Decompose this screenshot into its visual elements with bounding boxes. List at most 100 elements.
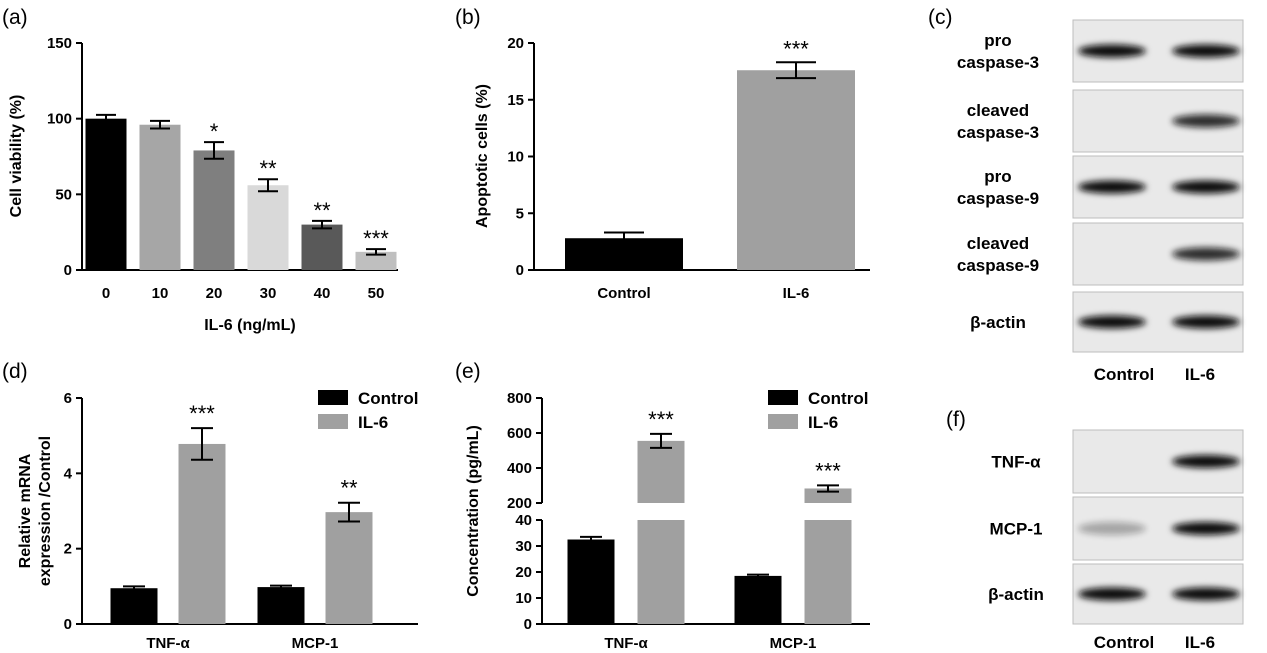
y-tick-label-d: 6 [64,390,72,407]
x-tick-label-a: 20 [206,285,223,302]
x-tick-label-a: 10 [152,285,169,302]
blot-row-label: β-actin [988,585,1044,604]
y-tick-label-e: 0 [524,616,532,633]
y-axis-title-line-d: expression /Control [37,436,54,586]
blot-row-label: β-actin [970,313,1026,332]
bar-a-0 [85,118,127,271]
bar-a-20 [193,150,235,270]
significance-a: ** [259,156,277,181]
x-tick-label-e: MCP-1 [770,635,817,652]
significance-e: *** [815,458,841,483]
panel-label-e: (e) [455,360,481,383]
blot-row-label: MCP-1 [990,520,1043,539]
blot-band [1078,587,1146,601]
bar-d-IL-6-TNF-α [178,443,226,624]
panel-label-f: (f) [946,408,966,431]
y-axis-title-e: Concentration (pg/mL) [465,425,482,597]
bar-a-30 [247,185,289,270]
y-tick-label-e: 600 [507,425,532,442]
y-axis-title-d: Relative mRNA expression /Control [17,436,54,586]
blot-row-label: pro [984,167,1011,186]
significance-d: ** [340,476,358,501]
significance-d: *** [189,401,215,426]
y-axis-title-b: Apoptotic cells (%) [474,84,491,228]
y-tick-label-a: 50 [55,186,72,203]
panel-label-b: (b) [455,6,481,29]
y-tick-label-d: 2 [64,541,72,558]
bar-e-Control-TNF-α [567,539,615,624]
significance-a: * [210,119,219,144]
blot-band [1172,455,1240,468]
legend-label-d: IL-6 [358,413,388,432]
y-tick-label-b: 15 [507,92,524,109]
blot-row-label: caspase-3 [957,123,1039,142]
x-tick-label-e: TNF-α [604,635,648,652]
y-tick-label-d: 0 [64,616,72,633]
x-tick-label-a: 0 [102,285,110,302]
panel-label-d: (d) [2,360,28,383]
bar-b-IL-6 [737,70,855,271]
y-tick-label-a: 150 [47,35,72,52]
y-tick-label-b: 0 [516,262,524,279]
bar-d-IL-6-MCP-1 [325,512,373,624]
y-tick-label-e: 20 [515,564,532,581]
y-tick-label-e: 10 [515,590,532,607]
x-tick-label-a: 50 [368,285,385,302]
blot-row-label: cleaved [967,234,1029,253]
legend-swatch-d-Control [318,390,348,405]
legend-swatch-d-IL-6 [318,414,348,429]
y-tick-label-b: 5 [516,205,524,222]
blot-row-label: pro [984,31,1011,50]
blot-band [1172,522,1240,535]
bar-a-10 [139,124,181,270]
western-blot-blot_f: TNF-α MCP-1 β-actin Control IL-6 (f) [946,408,1244,652]
panel-label-c: (c) [928,6,953,29]
y-tick-label-a: 0 [64,262,72,279]
legend-swatch-e-IL-6 [768,414,798,429]
blot-band [1078,522,1146,535]
legend-label-d: Control [358,389,418,408]
legend-swatch-e-Control [768,390,798,405]
chart-a: (a) 0 50 100 150 0 10 20 * 30 ** 40 ** 50 *** IL-6 (ng/… [2,6,398,334]
blot-band [1172,247,1240,261]
blot-band [1078,44,1146,58]
y-tick-label-b: 20 [507,35,524,52]
blot-lane-label: IL-6 [1185,633,1215,652]
blot-band [1172,180,1240,194]
significance-e: *** [648,407,674,432]
blot-row-label: caspase-9 [957,189,1039,208]
y-tick-label-b: 10 [507,149,524,166]
chart-b: (b) 0 5 10 15 20 Control IL-6 *** Apoptotic cells… [455,6,870,302]
y-tick-label-a: 100 [47,111,72,128]
blot-band [1078,180,1146,194]
significance-b: *** [783,36,809,61]
blot-band [1172,44,1240,58]
blot-row-label: caspase-3 [957,53,1039,72]
blot-band [1078,315,1146,329]
significance-a: *** [363,226,389,251]
y-tick-label-e: 40 [515,512,532,529]
y-tick-label-e: 30 [515,538,532,555]
y-tick-label-e: 800 [507,390,532,407]
blot-band [1172,587,1240,601]
bar-e-upper-IL-6-TNF-α [637,440,685,503]
bar-d-Control-TNF-α [110,588,158,624]
legend-label-e: IL-6 [808,413,838,432]
y-axis-title-a: Cell viability (%) [8,95,25,218]
blot-row-label: caspase-9 [957,256,1039,275]
x-tick-label-d: TNF-α [146,635,190,652]
significance-a: ** [313,198,331,223]
y-tick-label-e: 400 [507,460,532,477]
bar-a-40 [301,224,343,270]
x-tick-label-d: MCP-1 [292,635,339,652]
x-tick-label-b: IL-6 [783,285,810,302]
x-tick-label-a: 30 [260,285,277,302]
blot-band [1172,114,1240,128]
blot-row-label: cleaved [967,101,1029,120]
blot-row-label: TNF-α [991,453,1041,472]
y-tick-label-d: 4 [64,465,73,482]
western-blot-blot_c: pro caspase-3 cleaved caspase-3 pro caspase-9… [928,6,1244,384]
